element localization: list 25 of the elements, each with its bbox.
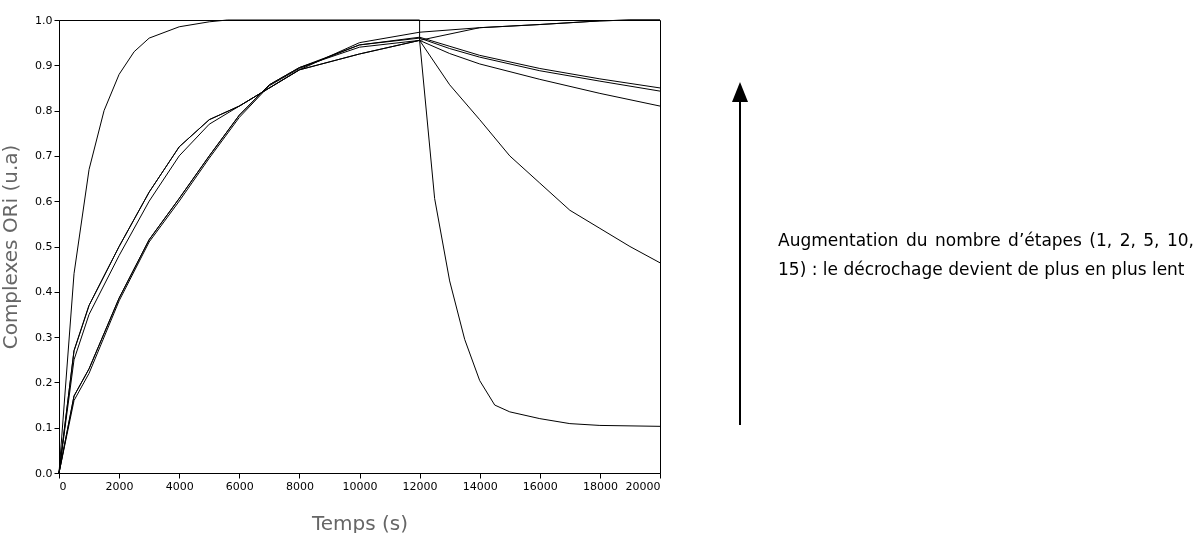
y-tick-label: 0.6 bbox=[35, 194, 53, 208]
y-tick-label: 0.5 bbox=[35, 240, 53, 253]
x-tick-label: 14000 bbox=[462, 479, 498, 493]
x-tick-label: 0 bbox=[59, 479, 67, 493]
y-tick-label: 0.7 bbox=[35, 149, 53, 163]
x-tick-label: 20000 bbox=[625, 479, 661, 493]
y-tick-label: 0.4 bbox=[35, 285, 53, 299]
text: Augmentation du nombre d’étapes (1, 2, 5, 10, 15) : le décrochage devient de plus en plus lent bbox=[778, 229, 1194, 281]
y-tick-label: 1.0 bbox=[35, 13, 53, 27]
x-tick-label: 8000 bbox=[285, 479, 314, 493]
y-tick-label: 0.8 bbox=[35, 104, 53, 118]
y-tick-label: 0.2 bbox=[35, 375, 53, 389]
x-tick-label: 2000 bbox=[105, 479, 134, 493]
x-tick-label: 12000 bbox=[402, 479, 438, 493]
y-tick-label: 0.9 bbox=[35, 58, 53, 72]
x-tick-label: 6000 bbox=[225, 479, 254, 493]
x-tick-label: 16000 bbox=[522, 479, 558, 493]
y-tick-label: 0.0 bbox=[35, 466, 53, 480]
y-axis-title: Complexes ORi (u.a) bbox=[0, 144, 23, 350]
y-tick-label: 0.1 bbox=[35, 421, 53, 435]
x-axis-title: Temps (s) bbox=[310, 510, 409, 535]
x-tick-label: 4000 bbox=[165, 479, 194, 493]
x-tick-label: 18000 bbox=[582, 479, 618, 493]
y-tick-label: 0.3 bbox=[35, 330, 53, 344]
x-tick-label: 10000 bbox=[342, 479, 378, 493]
